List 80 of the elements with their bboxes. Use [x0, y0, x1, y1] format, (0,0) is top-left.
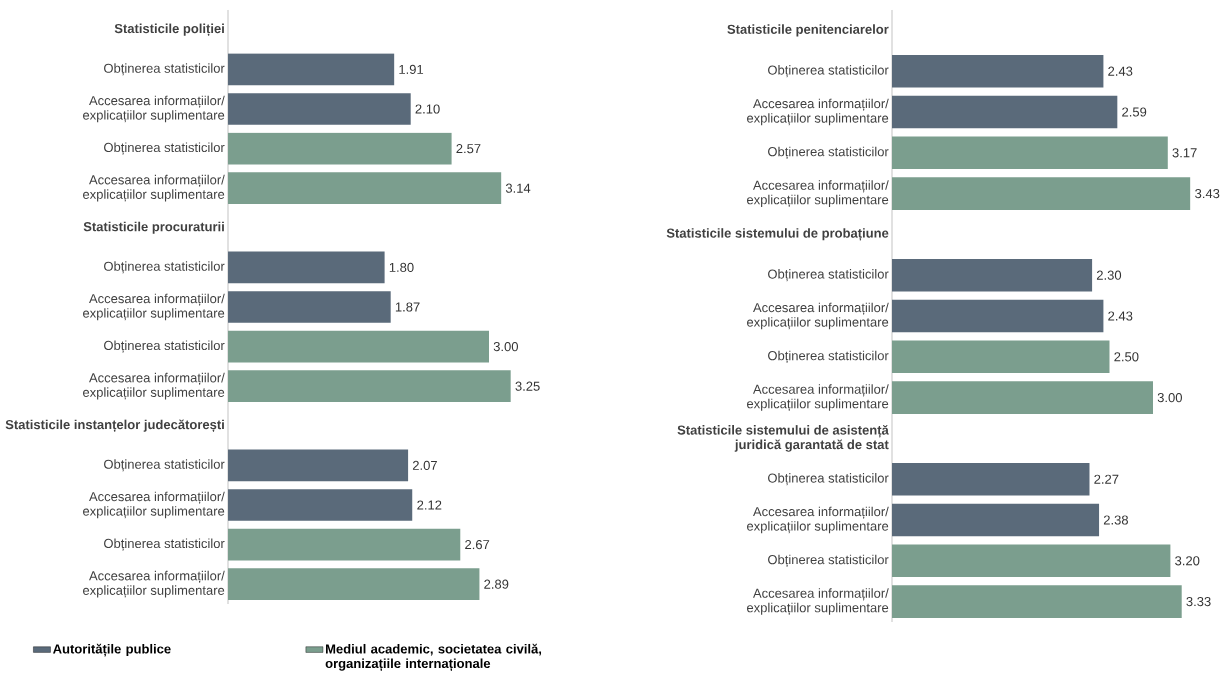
bar [228, 172, 502, 205]
y-tick-label: Obținerea statisticilor [104, 63, 225, 76]
data-label: 2.67 [465, 539, 490, 550]
y-tick-label: Obținerea statisticilor [104, 340, 225, 353]
bar [228, 489, 413, 521]
bar [228, 528, 461, 561]
bar [892, 54, 1104, 88]
y-tick-label: Obținerea statisticilor [104, 261, 225, 274]
data-label: 2.27 [1094, 474, 1119, 484]
data-label: 3.43 [1195, 188, 1220, 199]
bar [228, 330, 489, 363]
y-tick-label: Obținerea statisticilor [768, 65, 889, 78]
bar [892, 299, 1104, 333]
data-label: 3.00 [493, 341, 518, 352]
y-tick-label: Accesarea informațiilor/ explicațiilor suplimentare [83, 293, 225, 321]
y-tick-label: Obținerea statisticilor [104, 538, 225, 551]
y-tick-label: Obținerea statisticilor [768, 473, 889, 486]
bar [228, 370, 511, 403]
y-tick-label: Obținerea statisticilor [768, 554, 889, 567]
data-label: 2.50 [1114, 352, 1139, 362]
data-label: 2.07 [412, 460, 437, 470]
data-label: 2.30 [1096, 270, 1122, 280]
y-tick-label: Accesarea informațiilor/ explicațiilor suplimentare [747, 180, 889, 207]
data-label: 2.57 [456, 143, 481, 154]
data-label: 2.43 [1108, 66, 1133, 76]
y-tick-label: Accesarea informațiilor/ explicațiilor suplimentare [747, 302, 889, 330]
bar [892, 136, 1168, 170]
y-tick-label: Statisticile sistemului de probațiune [666, 228, 889, 241]
bar [892, 258, 1093, 292]
data-label: 1.91 [399, 64, 424, 74]
bar [228, 291, 391, 323]
y-tick-label: Accesarea informațiilor/ explicațiilor suplimentare [83, 95, 225, 123]
data-label: 3.20 [1175, 556, 1200, 566]
data-label: 3.25 [515, 381, 540, 391]
y-tick-label: Obținerea statisticilor [768, 350, 889, 363]
data-label: 1.80 [389, 262, 414, 272]
bar [892, 544, 1171, 578]
y-tick-label: Accesarea informațiilor/ explicațiilor suplimentare [747, 384, 889, 411]
y-tick-label: Obținerea statisticilor [104, 142, 225, 155]
y-tick-label: Statisticile procuraturii [83, 221, 224, 234]
bar [892, 462, 1090, 496]
y-tick-label: Obținerea statisticilor [768, 146, 889, 159]
y-tick-label: Accesarea informațiilor/ explicațiilor suplimentare [83, 491, 225, 519]
data-label: 1.87 [395, 302, 420, 312]
legend-label: Autoritățile publice [53, 643, 171, 657]
y-tick-label: Accesarea informațiilor/ explicațiilor suplimentare [83, 174, 225, 202]
data-label: 2.89 [484, 579, 509, 589]
y-tick-label: Statisticile penitenciarelor [727, 24, 889, 37]
y-tick-label: Accesarea informațiilor/ explicațiilor suplimentare [747, 588, 889, 615]
y-tick-label: Accesarea informațiilor/ explicațiilor suplimentare [83, 372, 225, 400]
data-label: 2.12 [417, 500, 442, 510]
y-tick-label: Statisticile instanțelor judecătorești [5, 419, 224, 433]
bar [228, 251, 385, 284]
bar [228, 568, 480, 601]
y-tick-label: Accesarea informațiilor/ explicațiilor suplimentare [747, 98, 889, 126]
data-label: 3.33 [1186, 596, 1211, 607]
bar [892, 95, 1118, 129]
y-tick-label: Accesarea informațiilor/ explicațiilor suplimentare [747, 506, 889, 534]
bar [892, 381, 1153, 414]
legend-label: Mediul academic, societatea civilă, organizațiile internaționale [325, 643, 542, 671]
y-tick-label: Obținerea statisticilor [768, 269, 889, 282]
y-tick-label: Statisticile poliției [114, 23, 224, 37]
data-label: 3.17 [1172, 148, 1197, 158]
bar [892, 340, 1110, 374]
data-label: 3.14 [505, 183, 531, 193]
y-tick-label: Obținerea statisticilor [104, 459, 225, 472]
bar [892, 503, 1100, 537]
y-tick-label: Statisticile sistemului de asistență juridică garantată de stat [677, 424, 889, 452]
bar [892, 585, 1182, 618]
bar [228, 93, 411, 125]
bar [228, 132, 452, 165]
data-label: 3.00 [1157, 392, 1182, 403]
bar [228, 449, 409, 482]
bar [228, 53, 395, 86]
data-label: 2.43 [1108, 311, 1133, 321]
y-tick-label: Accesarea informațiilor/ explicațiilor suplimentare [83, 570, 225, 598]
data-label: 2.38 [1103, 515, 1128, 525]
data-label: 2.10 [415, 104, 440, 114]
bar [892, 177, 1191, 210]
data-label: 2.59 [1122, 107, 1147, 117]
